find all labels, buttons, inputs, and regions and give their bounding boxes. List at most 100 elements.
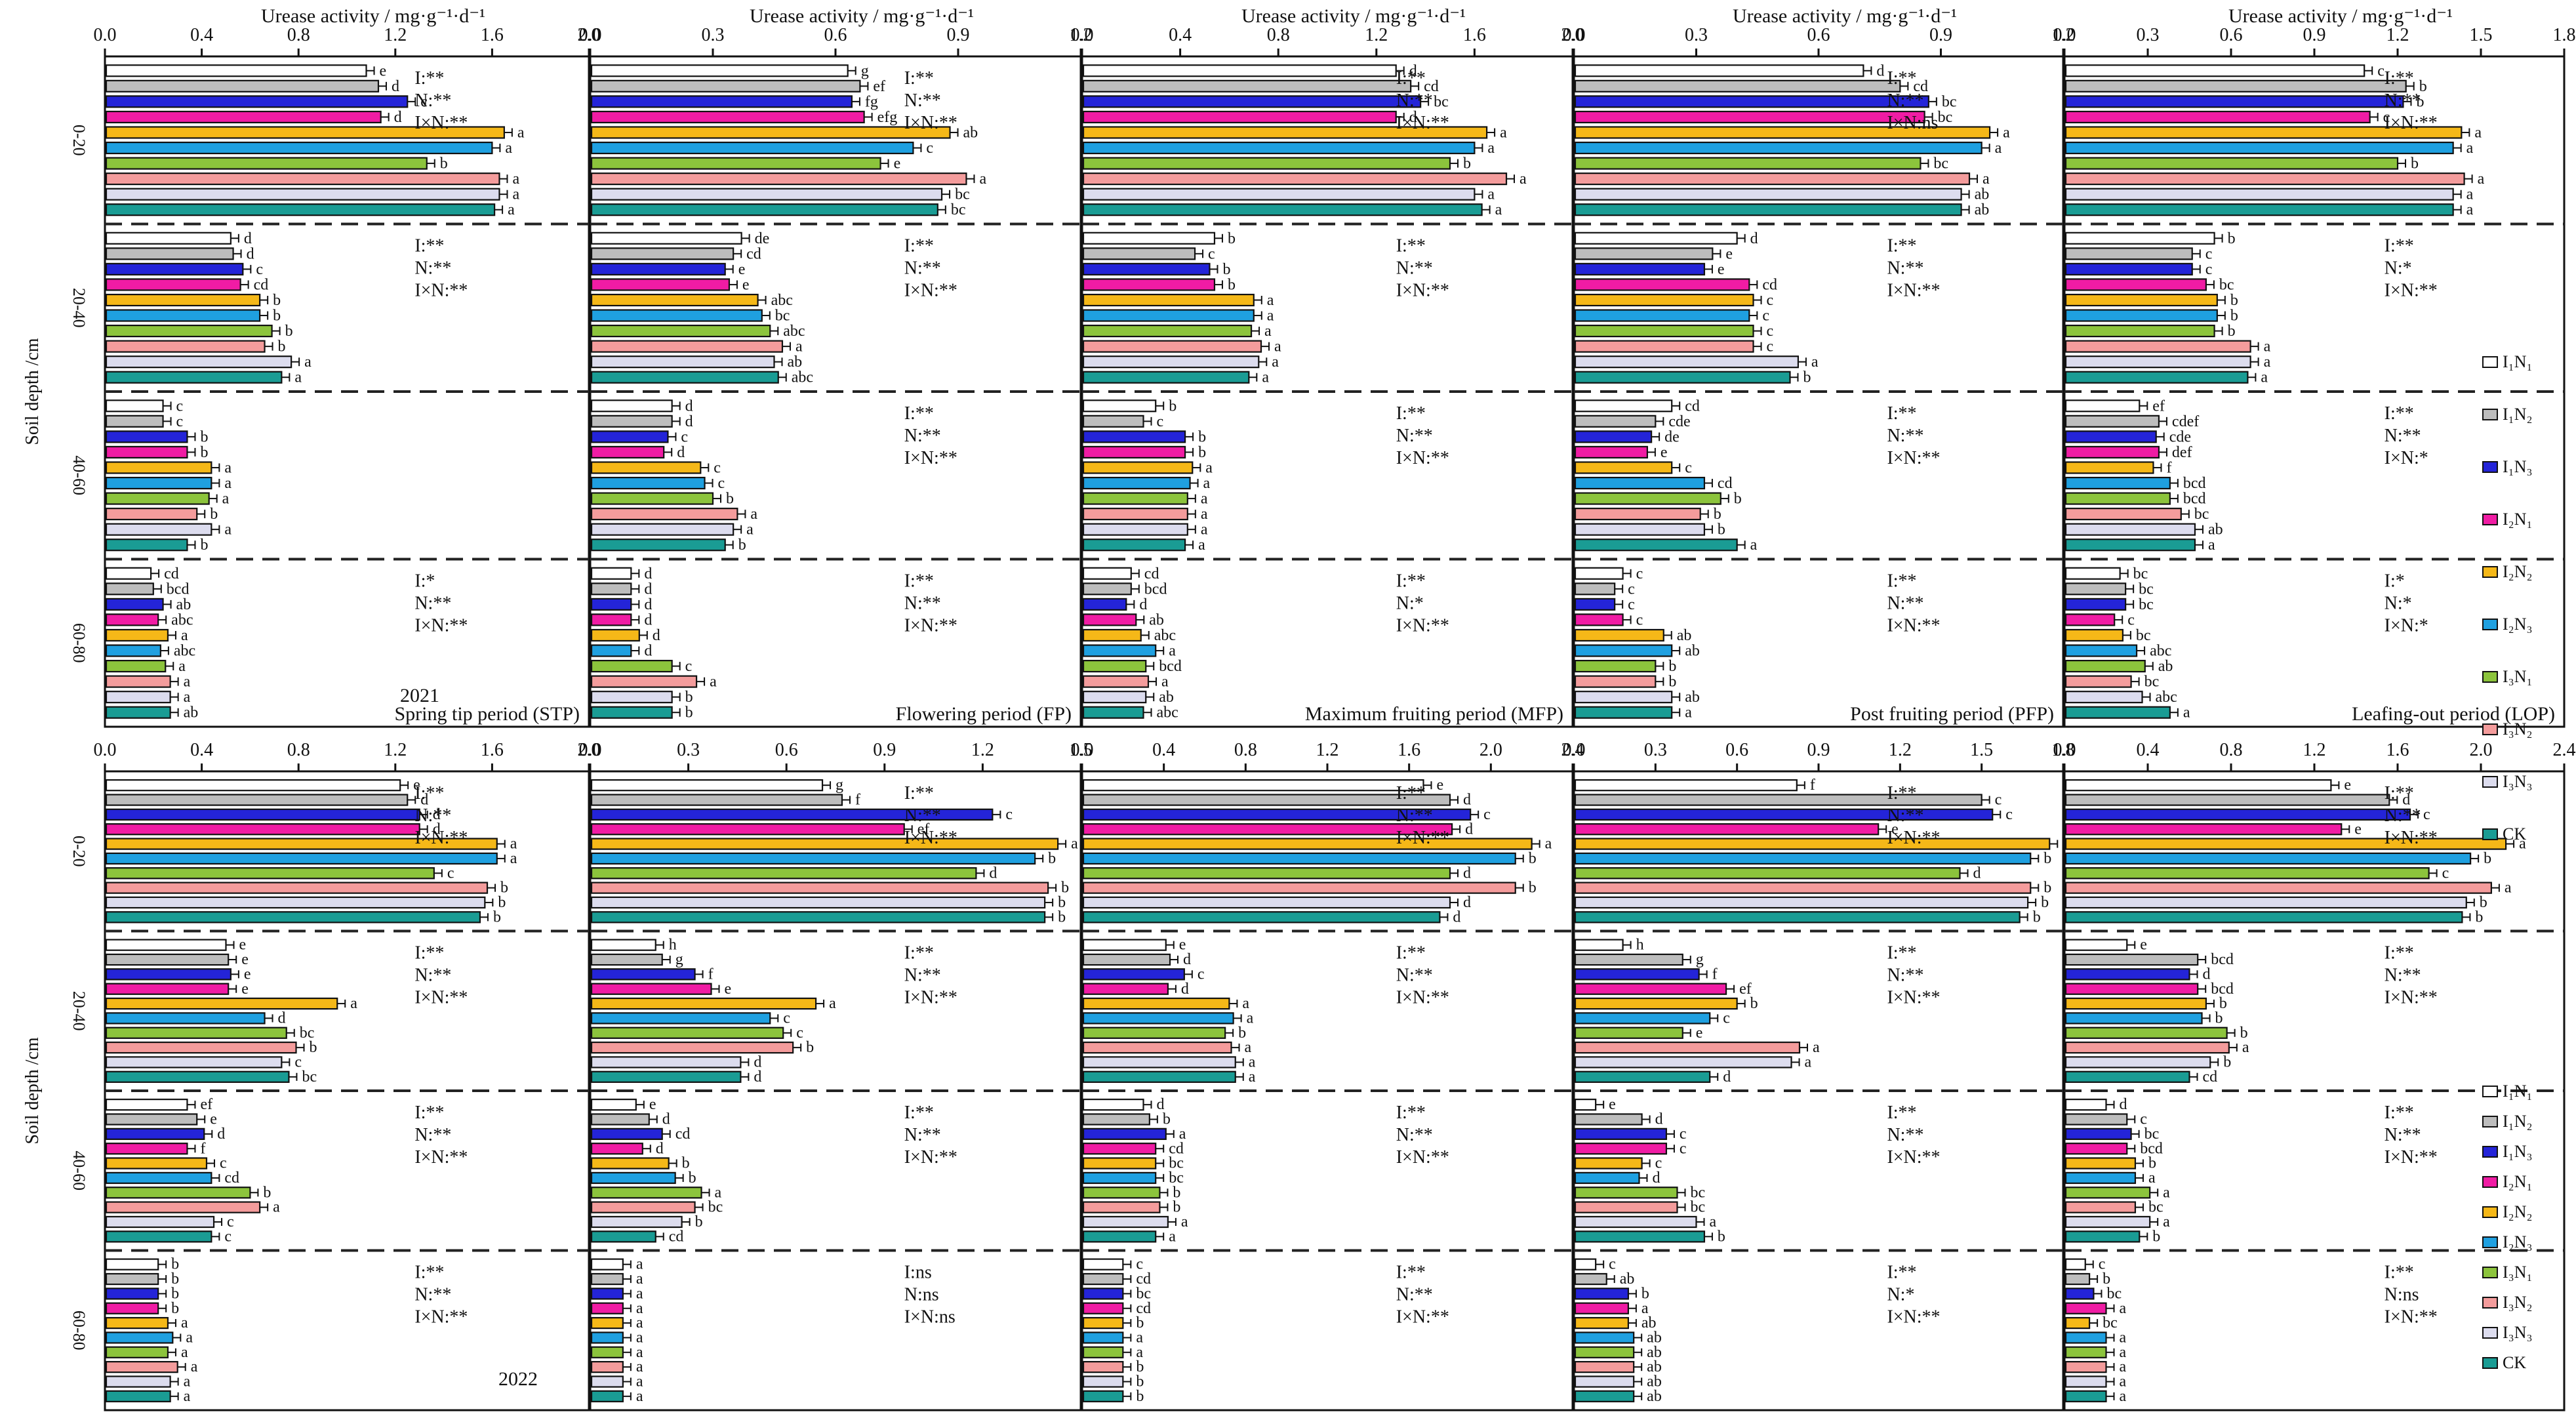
legend-label: CK	[2503, 1353, 2526, 1372]
bar	[1082, 706, 1144, 719]
significance-letter: a	[294, 369, 302, 386]
significance-letter: b	[171, 1270, 179, 1288]
bar	[2064, 1390, 2107, 1402]
significance-letter: bc	[2133, 565, 2148, 582]
significance-letter: bc	[1938, 109, 1953, 126]
significance-letter: a	[508, 201, 515, 218]
stat-label: N:**	[2385, 1125, 2421, 1145]
significance-letter: b	[685, 704, 693, 721]
bar	[2064, 1113, 2128, 1126]
legend-swatch	[2482, 1357, 2498, 1369]
significance-letter: b	[200, 428, 208, 445]
significance-letter: e	[725, 981, 732, 998]
bar	[105, 1026, 287, 1039]
period-label: Spring tip period (STP)	[395, 703, 580, 725]
significance-letter: e	[413, 777, 420, 794]
significance-letter: c	[681, 428, 688, 445]
x-tick-label: 1.6	[481, 25, 504, 45]
x-tick-label: 1.8	[2553, 25, 2576, 45]
x-tick-label: 0.6	[1725, 740, 1748, 760]
bar	[2064, 808, 2411, 821]
bar	[590, 644, 632, 657]
significance-letter: d	[644, 580, 652, 598]
bar	[2064, 794, 2390, 806]
stat-label: I×N:*	[2385, 616, 2428, 636]
legend-swatch	[2482, 723, 2498, 735]
significance-letter: c	[220, 1155, 227, 1172]
bar	[1574, 582, 1616, 596]
x-tick-label: 2.0	[1561, 25, 1584, 45]
significance-letter: cd	[224, 1169, 239, 1187]
significance-letter: a	[746, 521, 754, 538]
significance-letter: b	[273, 308, 281, 325]
bar	[590, 399, 673, 413]
significance-letter: a	[184, 1388, 191, 1405]
significance-letter: b	[1061, 880, 1069, 897]
significance-letter: d	[1876, 62, 1884, 79]
bar	[2064, 968, 2190, 981]
significance-letter: a	[1205, 459, 1213, 476]
x-tick-label: 1.2	[1889, 740, 1912, 760]
stat-label: I×N:**	[1396, 113, 1449, 133]
bar	[1082, 1258, 1124, 1270]
x-tick-label: 0.3	[1685, 25, 1708, 45]
significance-letter: b	[2419, 78, 2427, 95]
x-tick-label: 2.0	[1479, 740, 1502, 760]
bar	[2064, 997, 2207, 1010]
bar	[590, 110, 865, 124]
significance-letter: cd	[675, 1126, 691, 1143]
x-tick-label: 0.4	[2137, 740, 2160, 760]
stat-label: N:**	[1396, 965, 1433, 986]
significance-letter: c	[796, 1025, 803, 1042]
bar	[590, 939, 656, 951]
significance-letter: b	[2228, 323, 2236, 340]
significance-letter: a	[2242, 1039, 2249, 1056]
bar	[1574, 356, 1800, 369]
significance-letter: e	[2344, 777, 2351, 794]
bar	[1574, 523, 1706, 536]
stat-label: N:*	[1887, 1285, 1914, 1305]
bar	[1574, 1157, 1643, 1169]
significance-letter: c	[1628, 580, 1635, 598]
stat-label: N:**	[414, 258, 451, 279]
bar	[1574, 293, 1754, 307]
significance-letter: b	[440, 155, 448, 173]
bar	[2064, 582, 2127, 596]
stat-label: N:**	[904, 805, 941, 826]
significance-letter: d	[1723, 1068, 1731, 1086]
period-label: Leafing-out period (LOP)	[2352, 703, 2555, 725]
bar	[105, 262, 244, 275]
bar	[2064, 644, 2138, 657]
bar	[1082, 968, 1185, 981]
bar	[105, 1113, 198, 1126]
bar	[590, 173, 967, 186]
period-label: Post fruiting period (PFP)	[1850, 703, 2054, 725]
significance-letter: f	[1810, 777, 1815, 794]
bar	[1574, 399, 1673, 413]
bar	[105, 508, 198, 521]
significance-letter: a	[191, 1358, 198, 1375]
bar	[1082, 173, 1508, 186]
bar	[1574, 953, 1683, 966]
stat-label: N:**	[1396, 91, 1433, 111]
stat-label: N:**	[1396, 1285, 1433, 1305]
x-axis-title: Urease activity / mg·g⁻¹·d⁻¹	[261, 5, 485, 27]
bar	[2064, 371, 2249, 384]
significance-letter: bc	[708, 1199, 723, 1216]
bar	[590, 1346, 624, 1358]
significance-letter: bc	[2144, 1126, 2160, 1143]
significance-letter: cd	[669, 1228, 684, 1245]
significance-letter: d	[2203, 965, 2211, 983]
significance-letter: a	[2163, 1184, 2170, 1201]
stat-label: I:**	[414, 943, 444, 964]
bar	[590, 1215, 683, 1229]
significance-letter: cd	[1762, 276, 1777, 293]
bar	[1574, 1346, 1635, 1358]
stat-label: I×N:**	[1396, 988, 1449, 1008]
stat-label: I×N:**	[904, 616, 957, 636]
significance-letter: a	[224, 459, 231, 476]
bar	[105, 1070, 290, 1083]
significance-letter: b	[1529, 880, 1537, 897]
bar	[2064, 293, 2218, 307]
significance-letter: b	[2043, 850, 2051, 867]
